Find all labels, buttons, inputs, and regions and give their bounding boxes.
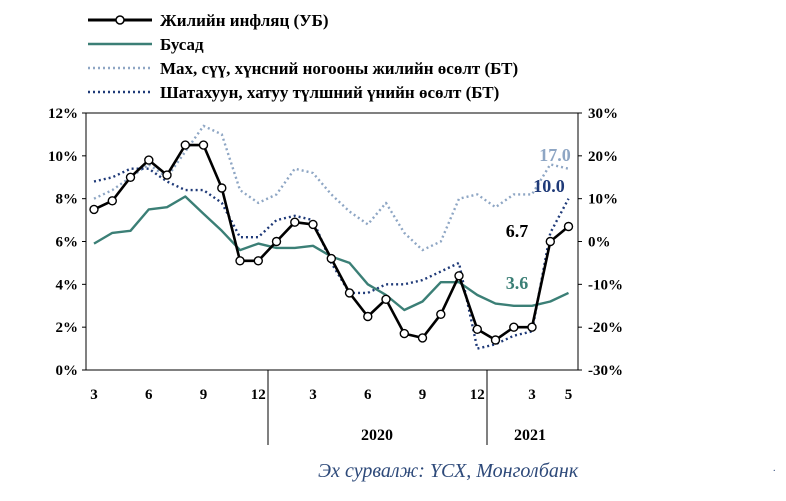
end-label-fuel: 10.0 <box>533 176 565 196</box>
inflation-point <box>162 170 172 180</box>
end-label-food: 17.0 <box>539 145 571 165</box>
inflation-point <box>308 219 318 230</box>
x-tick-label: 3 <box>309 387 317 403</box>
y-right-tick-label: 30% <box>588 106 618 122</box>
year-label-2020: 2020 <box>361 427 393 444</box>
inflation-point <box>198 140 209 150</box>
x-tick-label: 12 <box>251 387 266 403</box>
legend-item-food: Мах, сүү, хүнсний ногооны жилийн өсөлт (… <box>88 59 518 78</box>
y-right-tick-label: -30% <box>588 363 623 379</box>
inflation-point <box>399 328 409 339</box>
legend-item-fuel: Шатахуун, хатуу түлшний үнийн өсөлт (БТ) <box>88 83 499 102</box>
end-label-inflation: 6.7 <box>506 221 529 241</box>
y-left-tick-label: 6% <box>56 235 79 251</box>
x-tick-label: 9 <box>419 387 427 403</box>
y-right-tick-label: 0% <box>588 235 611 251</box>
inflation-point <box>180 140 191 150</box>
inflation-point <box>271 236 282 247</box>
y-right-tick-label: 20% <box>588 149 618 165</box>
y-left-tick-label: 10% <box>48 149 78 165</box>
x-tick-label: 3 <box>528 387 536 403</box>
y-left-tick-label: 0% <box>56 363 79 379</box>
series-line-dotted-light <box>93 124 569 252</box>
x-tick-label: 6 <box>145 387 153 403</box>
y-axis-right: -30% -20% -10% 0% 10% 20% 30% <box>578 106 623 379</box>
inflation-point <box>344 288 355 298</box>
inflation-point <box>417 333 428 343</box>
chart: Жилийн инфляц (УБ) Бусад Мах, сүү, хүнсн… <box>48 11 623 445</box>
inflation-point <box>545 236 555 247</box>
inflation-point <box>89 204 99 215</box>
legend-label-food: Мах, сүү, хүнсний ногооны жилийн өсөлт (… <box>160 59 518 78</box>
y-right-tick-label: 10% <box>588 192 618 208</box>
x-tick-label: 3 <box>90 387 98 403</box>
y-left-tick-label: 8% <box>56 192 79 208</box>
inflation-point <box>381 294 391 304</box>
inflation-point <box>290 217 300 227</box>
year-label-2021: 2021 <box>514 427 546 444</box>
x-tick-label: 5 <box>565 387 573 403</box>
plot-area <box>85 112 579 371</box>
x-tick-label: 6 <box>364 387 372 403</box>
legend: Жилийн инфляц (УБ) Бусад Мах, сүү, хүнсн… <box>88 11 518 102</box>
inflation-point <box>490 335 501 345</box>
inflation-point <box>217 183 227 193</box>
inflation-point <box>144 155 154 165</box>
inflation-point <box>107 196 118 206</box>
inflation-point <box>454 271 464 281</box>
series-layer <box>89 124 574 350</box>
x-tick-label: 12 <box>470 387 485 403</box>
legend-label-inflation: Жилийн инфляц (УБ) <box>160 11 329 30</box>
y-left-tick-label: 2% <box>56 320 79 336</box>
y-left-tick-label: 4% <box>56 277 79 293</box>
x-axis: 3 6 9 12 3 6 9 12 3 5 <box>90 387 572 403</box>
inflation-point <box>235 256 245 266</box>
inflation-point <box>363 311 373 322</box>
y-left-tick-label: 12% <box>48 106 78 122</box>
legend-label-fuel: Шатахуун, хатуу түлшний үнийн өсөлт (БТ) <box>160 83 499 102</box>
inflation-point <box>527 322 537 332</box>
legend-label-other: Бусад <box>160 35 204 54</box>
legend-item-inflation: Жилийн инфляц (УБ) <box>88 11 329 30</box>
inflation-point <box>326 253 336 264</box>
x-tick-label: 9 <box>200 387 208 403</box>
inflation-point <box>509 322 519 332</box>
inflation-point <box>436 309 446 319</box>
inflation-point <box>563 221 574 232</box>
inflation-point <box>253 256 263 266</box>
corner-mark: . <box>773 463 776 474</box>
series-line-solid <box>93 195 570 312</box>
y-right-tick-label: -20% <box>588 320 623 336</box>
source-note: Эх сурвалж: ҮСХ, Монголбанк <box>318 460 579 482</box>
y-axis-left: 0% 2% 4% 6% 8% 10% 12% <box>48 106 86 379</box>
inflation-point <box>125 172 136 183</box>
inflation-point <box>472 324 482 334</box>
end-label-other: 3.6 <box>506 273 529 293</box>
y-right-tick-label: -10% <box>588 277 623 293</box>
legend-item-other: Бусад <box>88 35 204 54</box>
